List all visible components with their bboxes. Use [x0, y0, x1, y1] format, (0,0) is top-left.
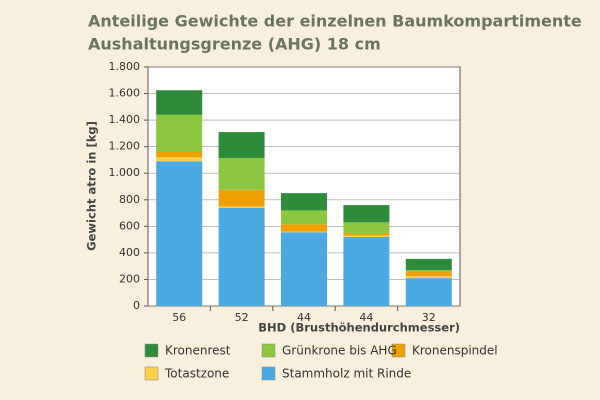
bar-segment [281, 193, 327, 211]
legend-label: Kronenrest [165, 344, 231, 358]
bar-segment [218, 206, 265, 208]
x-tick-label: 56 [172, 311, 186, 324]
bar-segment [281, 210, 327, 225]
bar-segment [405, 270, 452, 272]
bar-segment [343, 222, 390, 233]
y-tick-label: 800 [119, 193, 140, 206]
y-tick-label: 1.800 [109, 60, 141, 73]
bar-segment [218, 157, 265, 190]
bar-segment [156, 151, 203, 158]
x-tick-label: 44 [359, 311, 373, 324]
bar-segment [156, 114, 203, 152]
bar-segment [343, 232, 390, 236]
legend-swatch [144, 343, 159, 358]
x-tick-label: 44 [297, 311, 311, 324]
y-tick-label: 1.000 [109, 166, 141, 179]
bar-segment [343, 236, 390, 306]
y-tick-label: 1.200 [109, 140, 141, 153]
y-tick-label: 600 [119, 219, 140, 232]
y-tick-label: 0 [133, 299, 140, 312]
bar-segment [405, 258, 452, 271]
y-tick-label: 400 [119, 246, 140, 259]
x-tick-label: 32 [422, 311, 436, 324]
legend-swatch [391, 343, 406, 358]
legend-swatch [261, 343, 276, 358]
bar-segment [405, 278, 452, 306]
bar-segment [281, 232, 327, 306]
legend-label: Totastzone [164, 367, 229, 381]
bar-segment [281, 224, 327, 232]
bar-segment [281, 231, 327, 233]
bar-segment [405, 276, 452, 279]
y-tick-label: 200 [119, 272, 140, 285]
bar-segment [156, 90, 203, 115]
legend-label: Kronenspindel [412, 344, 498, 358]
bar-segment [343, 205, 390, 223]
y-tick-label: 1.600 [109, 87, 141, 100]
legend-swatch [144, 366, 159, 381]
y-axis-label: Gewicht atro in [kg] [85, 121, 99, 251]
bar-segment [405, 271, 452, 277]
legend-label: Grünkrone bis AHG [282, 344, 397, 358]
bar-segment [218, 207, 265, 306]
bar-segment [156, 161, 203, 306]
x-tick-label: 52 [235, 311, 249, 324]
chart-title: Anteilige Gewichte der einzelnen Baumkom… [88, 12, 582, 31]
bar-segment [218, 132, 265, 158]
bar-segment [218, 189, 265, 207]
legend-swatch [261, 366, 276, 381]
bar-segment [156, 157, 203, 162]
y-tick-label: 1.400 [109, 113, 141, 126]
chart-subtitle: Aushaltungsgrenze (AHG) 18 cm [88, 35, 381, 54]
x-axis-label: BHD (Brusthöhendurchmesser) [258, 321, 460, 335]
legend-label: Stammholz mit Rinde [282, 367, 411, 381]
bar-segment [343, 235, 390, 237]
